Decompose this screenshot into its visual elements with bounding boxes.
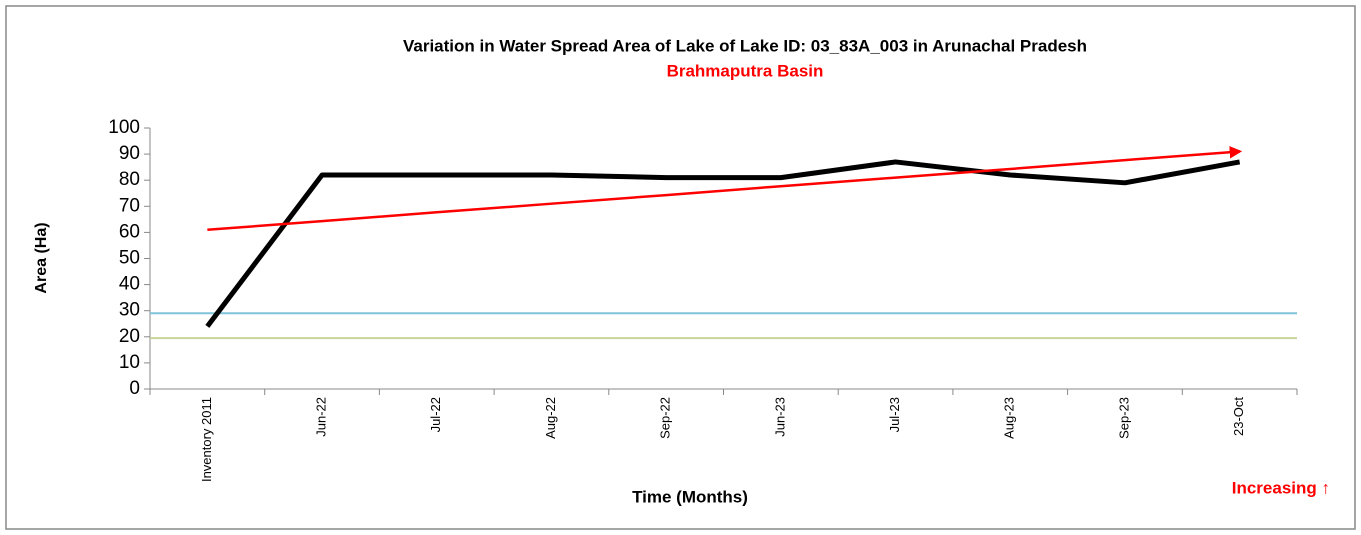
- x-tick-label: Sep-23: [1116, 397, 1131, 439]
- chart-title: Variation in Water Spread Area of Lake o…: [403, 36, 1087, 55]
- x-tick-label: Jul-22: [428, 397, 443, 432]
- y-tick-label: 100: [108, 117, 140, 138]
- y-tick-label: 90: [119, 143, 140, 164]
- x-tick-label: 23-Oct: [1231, 397, 1246, 436]
- y-axis-label: Area (Ha): [33, 222, 50, 293]
- data-line: [207, 146, 1243, 232]
- y-tick-label: 20: [119, 326, 140, 347]
- annotation: Increasing ↑: [1232, 478, 1330, 497]
- x-tick-label: Jul-23: [887, 397, 902, 432]
- y-tick-label: 60: [119, 221, 140, 242]
- x-tick-label: Jun-23: [772, 397, 787, 437]
- y-tick-label: 30: [119, 300, 140, 321]
- x-tick-label: Sep-22: [658, 397, 673, 439]
- y-tick-label: 10: [119, 352, 140, 373]
- chart-frame: [5, 5, 1356, 530]
- x-tick-label: Jun-22: [313, 397, 328, 437]
- x-tick-label: Aug-22: [543, 397, 558, 439]
- x-axis-label: Time (Months): [632, 487, 748, 506]
- y-tick-label: 50: [119, 248, 140, 269]
- y-tick-label: 80: [119, 169, 140, 190]
- chart-subtitle: Brahmaputra Basin: [667, 61, 824, 80]
- x-tick-label: Aug-23: [1002, 397, 1017, 439]
- y-tick-label: 70: [119, 195, 140, 216]
- y-tick-label: 0: [129, 378, 140, 399]
- y-tick-label: 40: [119, 274, 140, 295]
- x-tick-label: Inventory 2011: [199, 397, 214, 482]
- data-line: [205, 159, 1241, 328]
